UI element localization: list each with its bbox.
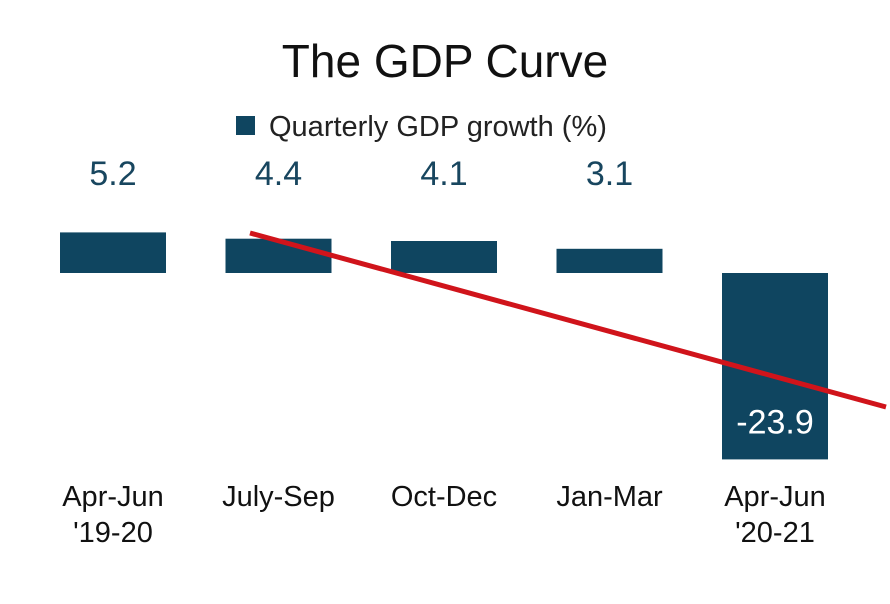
category-labels: Apr-Jun '19-20 July-Sep Oct-Dec Jan-Mar Apr-J… bbox=[62, 481, 826, 549]
bar bbox=[60, 232, 166, 273]
category-label: July-Sep bbox=[222, 481, 335, 513]
bars bbox=[60, 232, 828, 460]
category-label: Apr-Jun bbox=[62, 481, 164, 513]
category-label: '19-20 bbox=[73, 517, 153, 549]
bar bbox=[225, 238, 332, 273]
value-label: 4.1 bbox=[420, 155, 467, 193]
category-label: Oct-Dec bbox=[391, 481, 497, 513]
legend: Quarterly GDP growth (%) bbox=[236, 111, 607, 143]
value-labels: 5.2 4.4 4.1 3.1 -23.9 bbox=[89, 155, 813, 441]
bar bbox=[556, 248, 663, 273]
bar bbox=[391, 241, 497, 273]
value-label: 5.2 bbox=[89, 155, 136, 193]
category-label: Jan-Mar bbox=[556, 481, 663, 513]
chart-title: The GDP Curve bbox=[282, 35, 608, 87]
legend-label: Quarterly GDP growth (%) bbox=[269, 111, 607, 143]
value-label: 4.4 bbox=[255, 155, 302, 193]
legend-swatch bbox=[236, 116, 255, 135]
category-label: Apr-Jun bbox=[724, 481, 826, 513]
trend-line bbox=[249, 230, 887, 410]
value-label: -23.9 bbox=[736, 403, 814, 441]
value-label: 3.1 bbox=[586, 155, 633, 193]
category-label: '20-21 bbox=[735, 517, 815, 549]
